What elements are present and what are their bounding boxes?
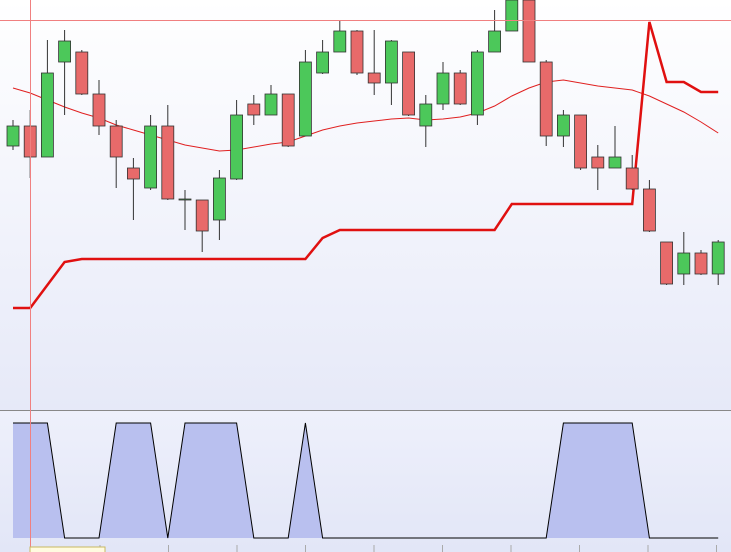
candle-body	[195, 199, 209, 232]
candle-body	[350, 30, 364, 74]
candle-body	[402, 51, 416, 116]
candle-body	[643, 188, 656, 232]
candle-body	[298, 61, 312, 137]
plot	[6, 0, 725, 552]
candle-body	[453, 72, 467, 105]
candle-body	[75, 51, 89, 95]
candle-body	[92, 93, 106, 127]
candle-body	[264, 93, 278, 116]
candle-body	[367, 72, 381, 84]
candle-body	[574, 114, 587, 169]
overlay-line	[12, 79, 719, 152]
candle-body	[281, 93, 295, 147]
candle-body	[539, 61, 553, 137]
candle-body	[522, 0, 536, 63]
candle-body	[591, 156, 605, 169]
candle-body	[178, 198, 192, 201]
candle-body	[6, 125, 20, 147]
oscillator-area	[13, 423, 719, 538]
candle-body	[488, 30, 502, 53]
candle-body	[58, 40, 71, 63]
candle-body	[470, 51, 484, 116]
candle-body	[557, 114, 570, 137]
candle-body	[660, 241, 673, 285]
candle-body	[127, 167, 140, 180]
candle-body	[694, 252, 708, 275]
crosshair-label-box	[29, 546, 106, 552]
candle-body	[161, 125, 175, 200]
candle-body	[505, 0, 519, 32]
overlay-line	[13, 21, 719, 310]
candle-body	[333, 30, 347, 53]
candle-body	[247, 103, 261, 116]
candle-body	[608, 156, 622, 169]
candle-body	[419, 103, 433, 127]
oscillator-line	[13, 422, 719, 539]
candle-body	[109, 125, 123, 158]
candle-body	[212, 177, 226, 221]
candle-body	[711, 241, 725, 275]
candle-body	[41, 72, 54, 158]
candle-body	[384, 40, 398, 84]
candle-body	[316, 51, 330, 74]
candle-body	[144, 125, 158, 189]
candle-body	[230, 114, 244, 180]
candle-body	[677, 252, 691, 275]
candle-body	[625, 167, 639, 190]
candle-body	[436, 72, 450, 105]
